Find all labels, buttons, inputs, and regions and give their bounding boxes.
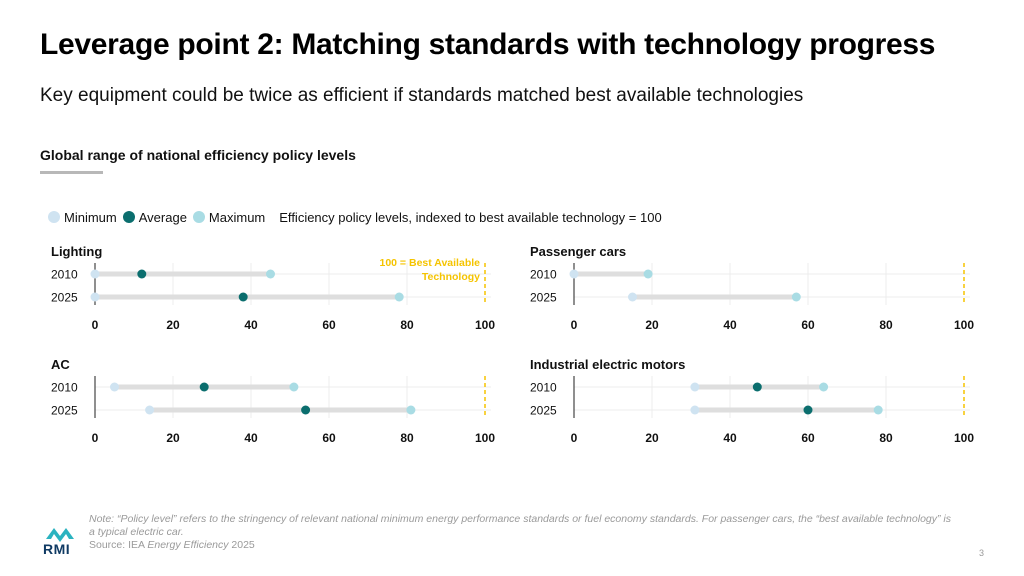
chart-4-row-label-2025: 2025: [530, 404, 557, 418]
page-title: Leverage point 2: Matching standards wit…: [40, 28, 936, 61]
footnote: Note: “Policy level” refers to the strin…: [89, 513, 951, 538]
chart-1-tick-label-40: 40: [244, 318, 258, 332]
chart-1-row-label-2025: 2025: [51, 291, 78, 305]
legend-item-average: Average: [122, 209, 187, 225]
legend-maximum-dot-icon: [192, 211, 205, 223]
chart-2-row-label-2025: 2025: [530, 291, 557, 305]
chart-3-tick-label-0: 0: [92, 431, 99, 445]
chart-4-title: Industrial electric motors: [530, 357, 685, 372]
chart-3-title: AC: [51, 357, 70, 372]
chart-4-tick-label-100: 100: [954, 431, 974, 445]
chart-1-tick-label-100: 100: [475, 318, 495, 332]
legend-minimum-label: Minimum: [64, 209, 117, 225]
chart-4-maximum-point-2025: [873, 405, 883, 415]
chart-4-tick-label-20: 20: [645, 431, 659, 445]
chart-1-reference-label-line1: 100 = Best Available: [380, 257, 481, 269]
chart-2-row-label-2010: 2010: [530, 268, 557, 282]
chart-2-tick-label-60: 60: [801, 318, 815, 332]
source-suffix: 2025: [228, 539, 255, 551]
chart-2-maximum-point-2010: [643, 269, 653, 279]
chart-3-tick-label-60: 60: [322, 431, 336, 445]
chart-2-title: Passenger cars: [530, 244, 626, 259]
chart-3-tick-label-40: 40: [244, 431, 258, 445]
chart-4-average-point-2025: [803, 405, 813, 415]
chart-3-average-point-2025: [301, 405, 311, 415]
legend-item-minimum: Minimum: [48, 210, 117, 225]
legend-maximum-label: Maximum: [208, 209, 266, 225]
legend-minimum-dot-icon: [48, 211, 60, 223]
chart-3-maximum-point-2025: [406, 405, 416, 415]
legend-note: Efficiency policy levels, indexed to bes…: [279, 209, 662, 225]
page-subtitle: Key equipment could be twice as efficien…: [40, 85, 804, 106]
chart-4-minimum-point-2025: [690, 405, 700, 415]
chart-4-tick-label-80: 80: [879, 431, 893, 445]
chart-2-minimum-point-2025: [628, 292, 637, 302]
chart-2-tick-label-100: 100: [954, 318, 974, 332]
chart-1-minimum-point-2010: [90, 269, 100, 279]
chart-4-maximum-point-2010: [819, 382, 829, 392]
section-underline: [40, 171, 103, 174]
chart-1-tick-label-80: 80: [400, 318, 414, 332]
chart-2-tick-label-40: 40: [723, 318, 737, 332]
chart-3-tick-label-100: 100: [475, 431, 495, 445]
chart-1-reference-label-line2: Technology: [422, 271, 480, 283]
rmi-logo-icon: [46, 528, 74, 542]
chart-3-tick-label-80: 80: [400, 431, 414, 445]
legend-item-maximum: Maximum: [192, 209, 266, 225]
chart-1-tick-label-0: 0: [92, 318, 99, 332]
chart-1-maximum-point-2025: [394, 292, 404, 302]
chart-1-average-point-2010: [137, 269, 147, 279]
chart-3-average-point-2010: [199, 382, 209, 392]
chart-1-maximum-point-2010: [266, 269, 275, 279]
chart-2-minimum-point-2010: [569, 269, 579, 279]
chart-1-tick-label-20: 20: [166, 318, 180, 332]
chart-3-row-label-2025: 2025: [51, 404, 78, 418]
chart-4-minimum-point-2010: [690, 382, 700, 392]
legend-average-label: Average: [138, 209, 187, 225]
chart-4-tick-label-60: 60: [801, 431, 815, 445]
page-number: 3: [979, 548, 985, 558]
chart-3-minimum-point-2025: [145, 405, 155, 415]
chart-1-minimum-point-2025: [90, 292, 100, 302]
source-line: Source: IEA Energy Efficiency 2025: [89, 539, 255, 551]
legend: Minimum Average Maximum Efficiency polic…: [48, 207, 662, 227]
chart-1-tick-label-60: 60: [322, 318, 336, 332]
chart-3-minimum-point-2010: [110, 382, 119, 392]
source-prefix: Source: IEA: [89, 539, 148, 551]
chart-3-row-label-2010: 2010: [51, 381, 78, 395]
chart-1-average-point-2025: [238, 292, 248, 302]
chart-4-tick-label-0: 0: [571, 431, 578, 445]
chart-3-maximum-point-2010: [289, 382, 299, 392]
chart-2-maximum-point-2025: [791, 292, 801, 302]
chart-2-tick-label-0: 0: [571, 318, 578, 332]
chart-4-tick-label-40: 40: [723, 431, 737, 445]
chart-3-tick-label-20: 20: [166, 431, 180, 445]
chart-4-average-point-2010: [752, 382, 762, 392]
chart-2-tick-label-20: 20: [645, 318, 659, 332]
chart-1-title: Lighting: [51, 244, 102, 259]
chart-4-row-label-2010: 2010: [530, 381, 557, 395]
legend-average-dot-icon: [122, 211, 135, 223]
chart-2-tick-label-80: 80: [879, 318, 893, 332]
chart-1-row-label-2010: 2010: [51, 268, 78, 282]
rmi-logo-text: RMI: [43, 541, 71, 557]
section-title: Global range of national efficiency poli…: [40, 147, 356, 163]
source-title: Energy Efficiency: [147, 539, 229, 551]
